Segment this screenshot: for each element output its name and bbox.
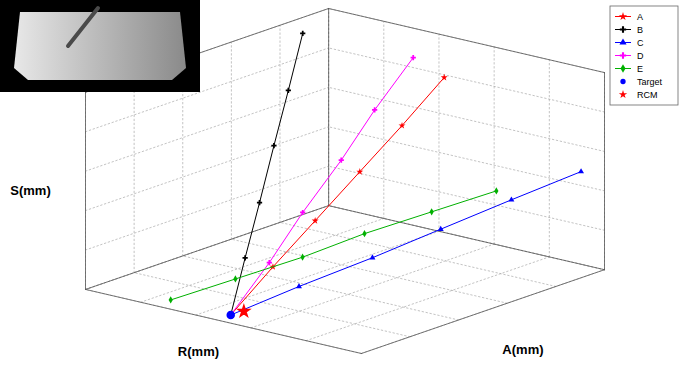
svg-text:R(mm): R(mm): [178, 344, 219, 359]
svg-text:C: C: [637, 38, 644, 48]
svg-text:S(mm): S(mm): [10, 183, 50, 198]
svg-text:Target: Target: [637, 77, 663, 87]
svg-text:B: B: [637, 25, 643, 35]
svg-text:E: E: [637, 64, 643, 74]
svg-text:D: D: [637, 51, 644, 61]
svg-text:A(mm): A(mm): [502, 342, 543, 357]
svg-text:A: A: [637, 12, 643, 22]
svg-text:RCM: RCM: [637, 90, 658, 100]
